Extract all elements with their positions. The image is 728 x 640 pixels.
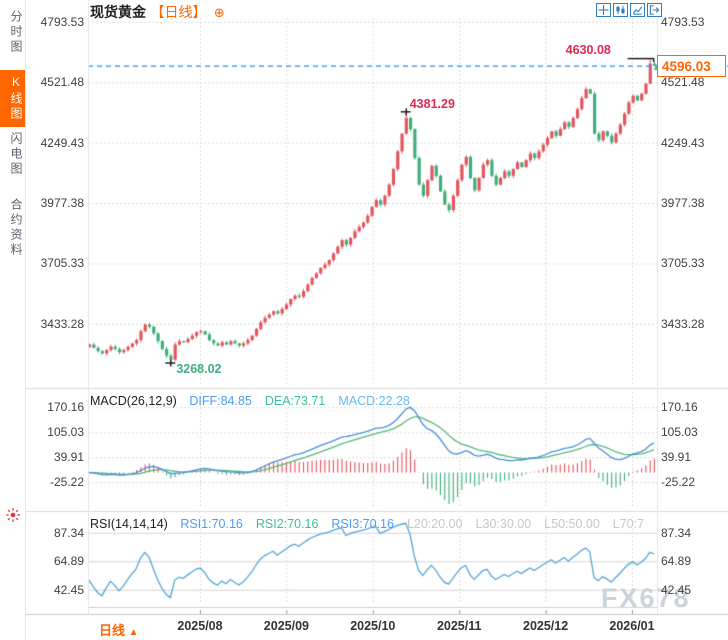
- low-label: 3268.02: [176, 362, 222, 377]
- price-tick-left-0: 4793.53: [40, 14, 84, 29]
- macd-tick-right-1: 105.03: [661, 425, 698, 440]
- macd-tick-left-1: 105.03: [47, 425, 84, 440]
- macd-readout-1: DIFF:84.85: [189, 394, 252, 408]
- price-tick-left-5: 3433.28: [40, 316, 84, 331]
- period-selector[interactable]: 日线 ▲: [99, 623, 139, 638]
- sidebar-item-1[interactable]: 分时图: [9, 10, 23, 55]
- instrument-title: 现货黄金: [90, 4, 146, 20]
- price-tick-left-3: 3977.38: [40, 195, 84, 210]
- high-label: 4630.08: [565, 43, 611, 58]
- x-date-2: 2025/09: [263, 619, 309, 633]
- rsi-readout-1: RSI1:70.16: [180, 517, 243, 531]
- macd-readout-2: DEA:73.71: [264, 394, 326, 408]
- macd-tick-left-2: 39.91: [53, 450, 84, 465]
- rsi-readout-6: L50:50.00: [544, 517, 600, 531]
- mid-high-label: 4381.29: [409, 97, 455, 112]
- watermark: FX678: [601, 583, 691, 613]
- rsi-readout-4: L20:20.00: [406, 517, 463, 531]
- exit-icon[interactable]: [647, 3, 662, 17]
- sidebar-item-2[interactable]: K线图: [0, 70, 25, 127]
- period-tag: 【日线】: [150, 4, 207, 20]
- rsi-tick-left-1: 64.89: [53, 554, 84, 569]
- macd-tick-right-2: 39.91: [661, 450, 692, 465]
- macd-title: MACD(26,12,9): [90, 394, 177, 408]
- red-burst-icon: [5, 507, 21, 528]
- chevron-up-icon: ▲: [128, 627, 139, 638]
- rsi-tick-right-1: 64.89: [661, 554, 692, 569]
- sidebar: 分时图 K线图闪电图合约资料: [0, 0, 26, 640]
- macd-tick-left-0: 170.16: [47, 400, 84, 415]
- price-tick-left-4: 3705.33: [40, 256, 84, 271]
- kline-window-icon[interactable]: [613, 3, 628, 17]
- price-tick-right-1: 4521.48: [661, 75, 705, 90]
- crosshair-icon[interactable]: [596, 3, 611, 17]
- price-tick-right-5: 3433.28: [661, 316, 705, 331]
- price-tick-right-2: 4249.43: [661, 135, 705, 150]
- price-tick-right-0: 4793.53: [661, 14, 705, 29]
- current-price-badge: 4596.03: [657, 54, 726, 77]
- rsi-readout-row: RSI(14,14,14) RSI1:70.16 RSI2:70.16 RSI3:7…: [90, 517, 657, 531]
- sidebar-item-3[interactable]: 闪电图: [9, 132, 23, 177]
- chart-title-bar: 现货黄金 【日线】 ⊕: [90, 2, 225, 20]
- rsi-readout-7: L70:7: [612, 517, 645, 531]
- x-date-1: 2025/08: [177, 619, 223, 633]
- rsi-tick-right-2: 42.45: [661, 582, 692, 597]
- rsi-readout-5: L30:30.00: [475, 517, 532, 531]
- rsi-tick-left-0: 87.34: [53, 525, 84, 540]
- chart-toolbar: [596, 3, 662, 17]
- macd-tick-right-0: 170.16: [661, 400, 698, 415]
- sidebar-item-4[interactable]: 合约资料: [9, 198, 23, 258]
- x-date-3: 2025/10: [350, 619, 396, 633]
- price-tick-left-1: 4521.48: [40, 75, 84, 90]
- price-tick-right-3: 3977.38: [661, 195, 705, 210]
- x-date-6: 2026/01: [609, 619, 655, 633]
- macd-readout-3: MACD:22.28: [338, 394, 410, 408]
- rsi-readout-2: RSI2:70.16: [255, 517, 319, 531]
- rsi-tick-right-0: 87.34: [661, 525, 692, 540]
- price-tick-left-2: 4249.43: [40, 135, 84, 150]
- add-indicator-icon[interactable]: ⊕: [213, 5, 225, 20]
- x-date-4: 2025/11: [436, 619, 482, 633]
- macd-tick-left-3: -25.22: [49, 475, 84, 490]
- rsi-title: RSI(14,14,14): [90, 517, 168, 531]
- x-date-5: 2025/12: [523, 619, 569, 633]
- price-tick-right-4: 3705.33: [661, 256, 705, 271]
- rsi-tick-left-2: 42.45: [53, 582, 84, 597]
- macd-readout-row: MACD(26,12,9) DIFF:84.85 DEA:73.71 MACD:22…: [90, 394, 423, 408]
- rsi-readout-3: RSI3:70.16: [331, 517, 394, 531]
- indicator-window-icon[interactable]: [630, 3, 645, 17]
- macd-tick-right-3: -25.22: [661, 475, 696, 490]
